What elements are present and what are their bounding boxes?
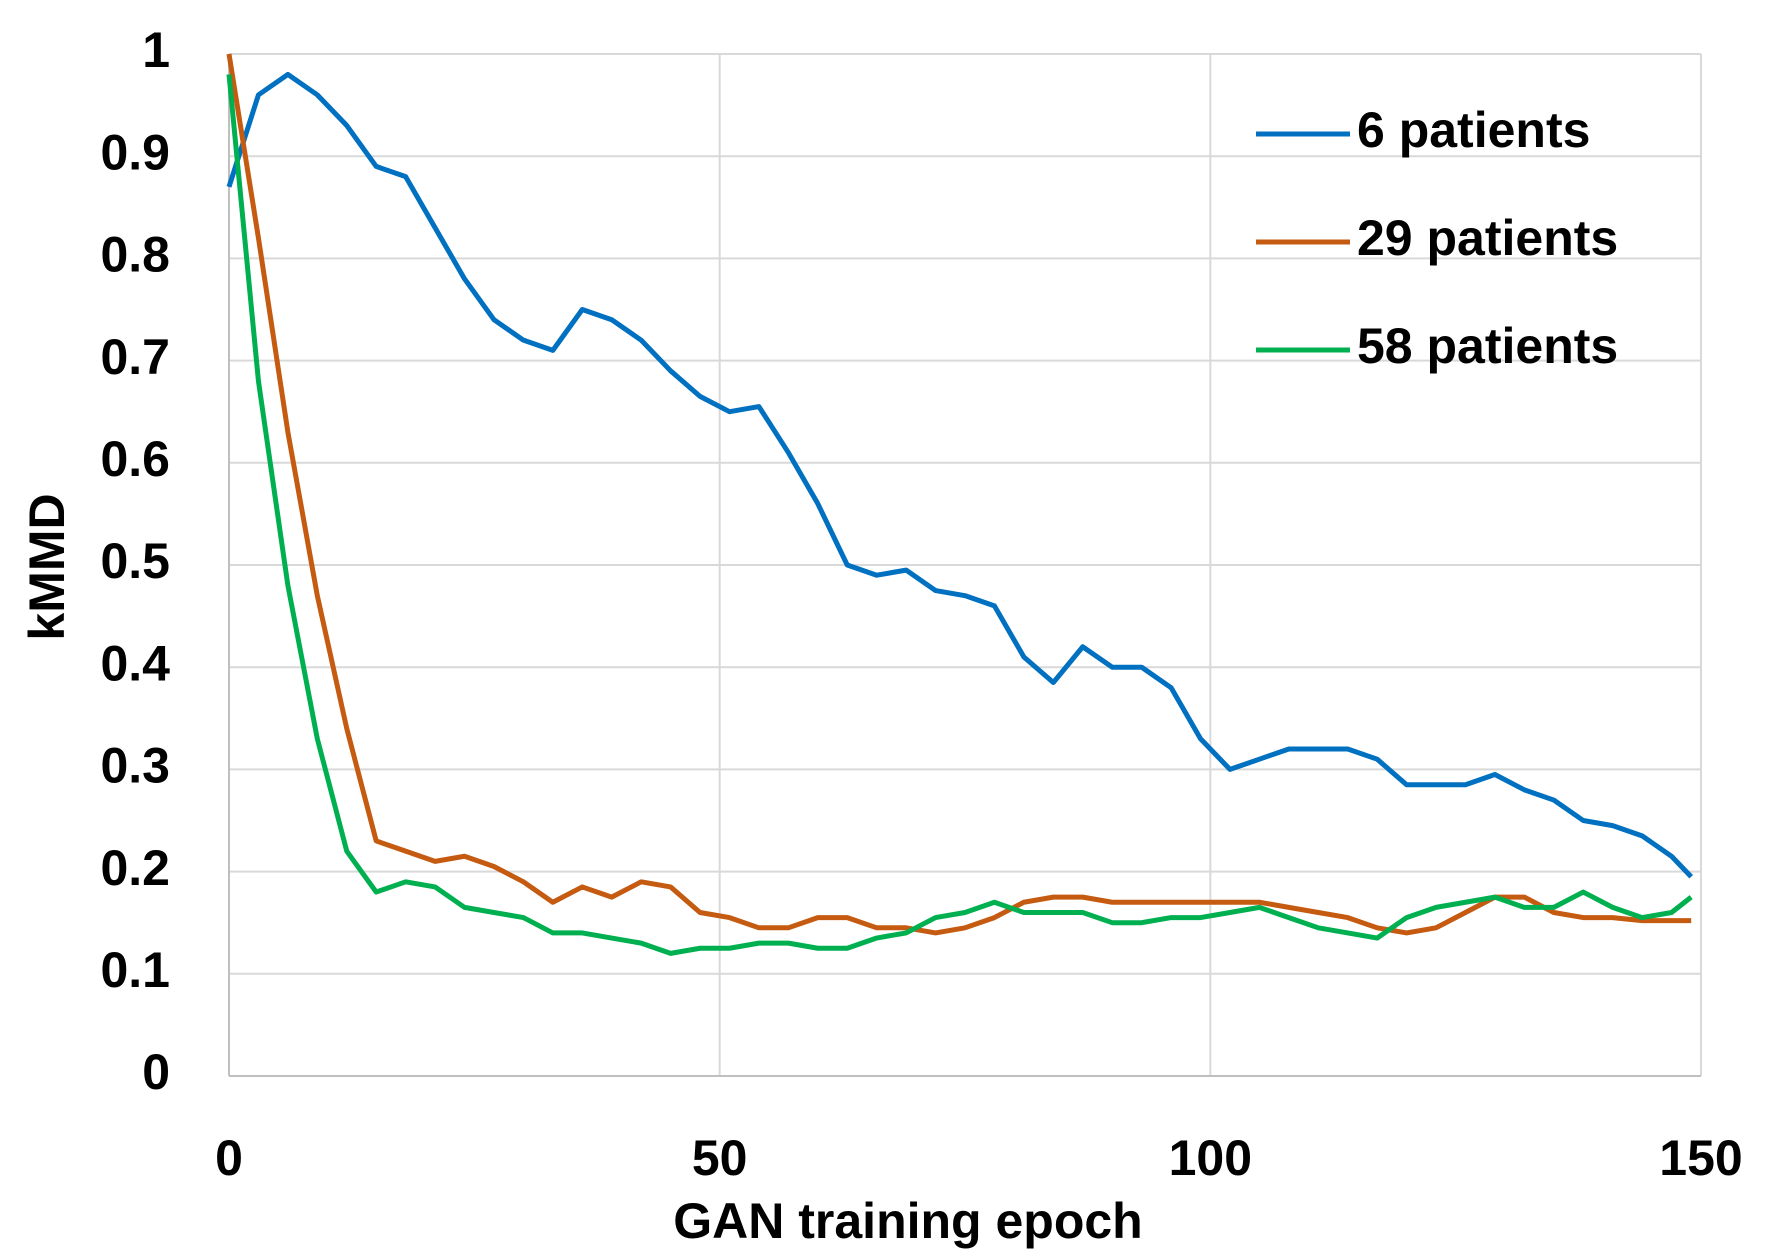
legend-label: 29 patients xyxy=(1357,210,1618,266)
y-tick-label: 0.6 xyxy=(100,431,170,487)
series-line xyxy=(226,74,1693,956)
y-tick-label: 0.3 xyxy=(100,738,170,794)
y-tick-label: 0.1 xyxy=(100,942,170,998)
y-tick-label: 0.4 xyxy=(100,635,170,691)
series-line xyxy=(226,53,1692,936)
y-tick-label: 0.8 xyxy=(100,227,170,283)
x-tick-label: 100 xyxy=(1169,1130,1252,1186)
x-tick-label: 50 xyxy=(692,1130,748,1186)
x-tick-label: 150 xyxy=(1659,1130,1742,1186)
series-line xyxy=(226,71,1693,879)
y-tick-label: 0.7 xyxy=(100,329,170,385)
y-tick-label: 0 xyxy=(142,1044,170,1100)
x-tick-label: 0 xyxy=(215,1130,243,1186)
x-axis-title: GAN training epoch xyxy=(673,1193,1142,1249)
y-tick-label: 0.5 xyxy=(100,533,170,589)
y-tick-label: 0.2 xyxy=(100,840,170,896)
y-tick-label: 1 xyxy=(142,22,170,78)
legend-label: 58 patients xyxy=(1357,318,1618,374)
y-tick-label: 0.9 xyxy=(100,124,170,180)
y-axis-title: kMMD xyxy=(19,493,75,640)
legend-label: 6 patients xyxy=(1357,102,1590,158)
